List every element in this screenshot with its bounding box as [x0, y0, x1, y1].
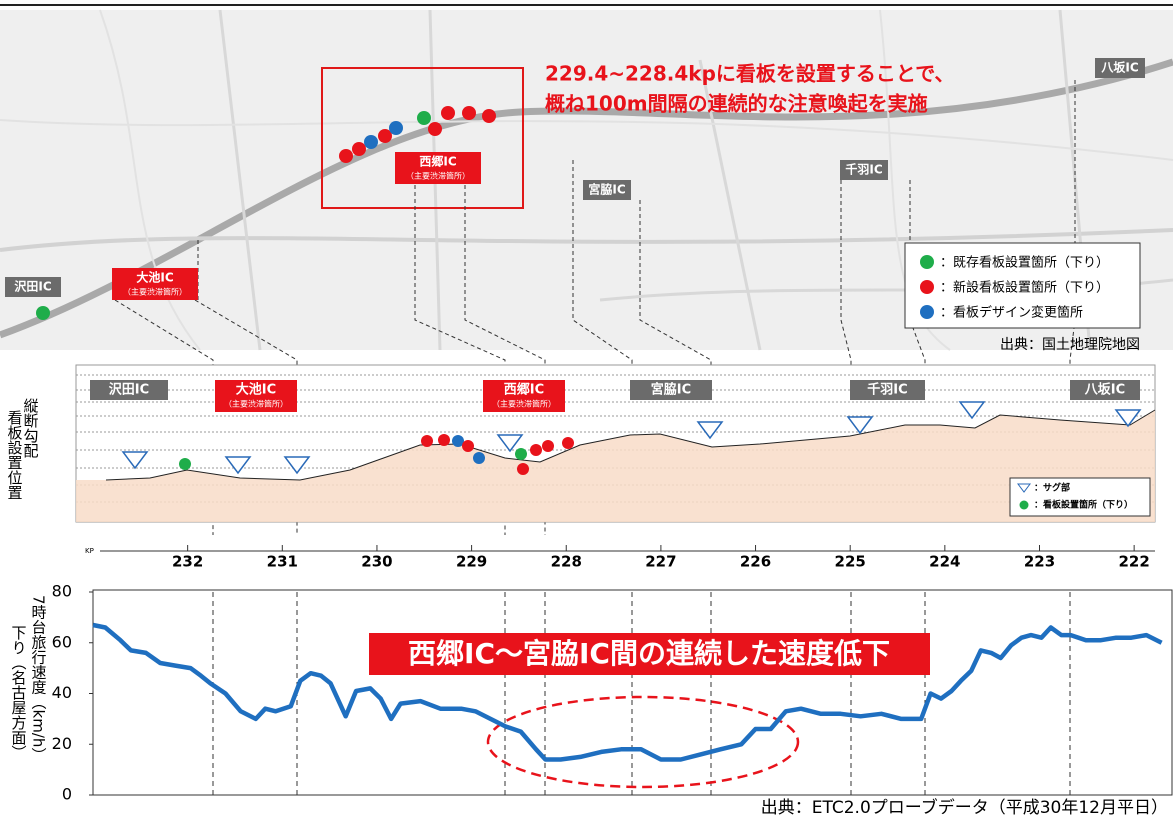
ic-label: 千羽IC — [867, 382, 907, 398]
chart-source: 出典：ETC2.0プローブデータ（平成30年12月平日） — [761, 797, 1168, 818]
x-tick-label: 222 — [1118, 553, 1149, 571]
x-tick-label: 229 — [456, 553, 487, 571]
ic-label-box — [1095, 58, 1145, 78]
y-axis-label: 下り（名古屋方面） — [10, 625, 28, 760]
x-tick-label: 226 — [740, 553, 771, 571]
map-source: 出典：国土地理院地図 — [1000, 337, 1140, 353]
x-tick-label: 224 — [929, 553, 960, 571]
ic-label: 大池IC — [136, 270, 173, 285]
x-tick-label: 230 — [361, 553, 392, 571]
ic-label-sub: （主要渋滞箇所） — [492, 399, 556, 409]
x-tick-label: 228 — [551, 553, 582, 571]
callout-line: 229.4~228.4kpに看板を設置することで、 — [545, 62, 955, 86]
ic-label-box — [850, 380, 925, 400]
ic-label: 宮脇IC — [651, 382, 691, 398]
ic-label-sub: （主要渋滞箇所） — [224, 399, 288, 409]
ic-label-box — [395, 152, 481, 184]
y-tick-label: 20 — [52, 734, 72, 753]
y-tick-label: 0 — [62, 785, 72, 804]
ic-label-box — [1070, 380, 1140, 400]
ic-label-box — [583, 180, 631, 200]
ic-label: 西郷IC — [504, 383, 544, 398]
ic-label-box — [215, 380, 297, 412]
ic-label-sub: （主要渋滞箇所） — [123, 287, 187, 297]
map-legend-item: ：新設看板設置箇所（下り） — [940, 280, 1109, 296]
profile: ：サグ部 ：看板設置箇所（下り） 縦断勾配 看板設置位置 KP — [6, 364, 1156, 555]
x-tick-label: 231 — [267, 553, 298, 571]
highlight-ellipse — [486, 695, 800, 789]
ic-label-sub: （主要渋滞箇所） — [406, 171, 470, 181]
annotation-box — [369, 633, 930, 675]
speed-line — [92, 622, 1163, 762]
y-tick-label: 40 — [52, 683, 72, 702]
x-tick-label: 227 — [645, 553, 676, 571]
ic-label: 八坂IC — [1100, 60, 1138, 75]
annotation: 西郷IC～宮脇IC間の連続した速度低下 — [408, 637, 890, 670]
ic-label: 千羽IC — [845, 162, 882, 177]
y-tick-label: 60 — [52, 632, 72, 651]
ic-label-box — [112, 268, 198, 300]
ic-label-box — [90, 380, 168, 400]
profile-legend-item: ：サグ部 — [1034, 482, 1070, 494]
kp-label: KP — [85, 547, 94, 555]
ic-label: 沢田IC — [109, 382, 149, 398]
profile-y-label: 縦断勾配 — [22, 398, 40, 458]
callout-line: 概ね100m間隔の連続的な注意喚起を実施 — [545, 92, 928, 116]
y-axis-label: 7時台旅行速度（km/h） — [30, 595, 48, 762]
ic-label-box — [630, 380, 712, 400]
map-sign-dots — [36, 106, 496, 320]
x-tick-label: 232 — [172, 553, 203, 571]
profile-legend-item: ：看板設置箇所（下り） — [1034, 499, 1133, 511]
map-legend-item: ：看板デザイン変更箇所 — [940, 305, 1083, 321]
map-legend-item: ：既存看板設置箇所（下り） — [940, 255, 1109, 271]
profile-y-label: 看板設置位置 — [6, 410, 24, 500]
ic-label-box — [840, 160, 888, 180]
ic-label: 八坂IC — [1084, 382, 1125, 398]
ic-label: 大池IC — [236, 382, 276, 398]
x-tick-label: 225 — [835, 553, 866, 571]
ic-label-box — [5, 277, 61, 297]
x-tick-label: 223 — [1024, 553, 1055, 571]
ic-label: 沢田IC — [14, 279, 51, 294]
ic-label: 西郷IC — [419, 155, 456, 169]
y-tick-label: 80 — [52, 582, 72, 601]
ic-label: 宮脇IC — [588, 182, 625, 197]
ic-label-box — [483, 380, 565, 412]
